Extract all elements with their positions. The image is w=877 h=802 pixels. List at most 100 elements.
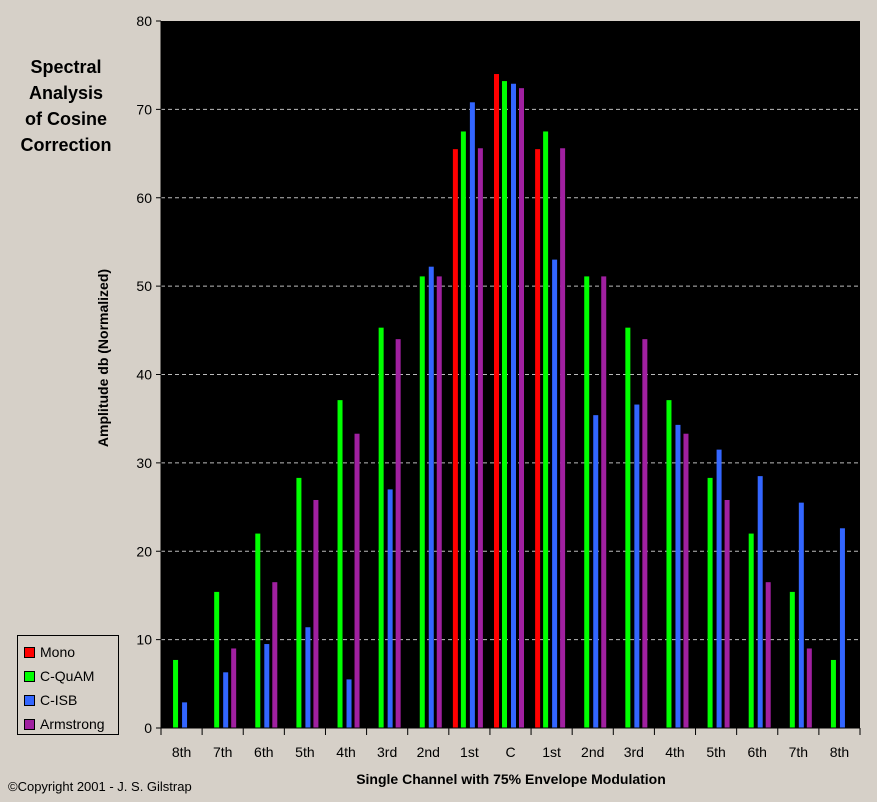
bar-c-isb — [469, 102, 475, 729]
x-axis-ticks: 8th 7th 6th 5th 4th 3rd 2nd 1st C 1st 2nd 3rd 4th 5th… — [160, 727, 861, 760]
chart-title-line: Spectral — [30, 57, 102, 77]
x-tick-label: 4th — [336, 744, 355, 760]
legend-item: C-ISB — [24, 688, 118, 712]
plot-area — [161, 21, 860, 728]
x-tick-label: 5th — [295, 744, 314, 760]
legend-item: C-QuAM — [24, 664, 118, 688]
x-tick-label: 1st — [542, 744, 561, 760]
bar-c-isb — [428, 266, 434, 728]
x-tick-label: 6th — [254, 744, 273, 760]
x-tick-label: 8th — [830, 744, 849, 760]
bar-c-quam — [255, 533, 261, 728]
bar-armstrong — [395, 339, 401, 728]
bar-c-isb — [182, 702, 188, 728]
y-tick-label: 40 — [136, 367, 152, 383]
bar-armstrong — [231, 648, 237, 728]
x-tick-label: 3rd — [624, 744, 644, 760]
x-tick-label: 2nd — [417, 744, 440, 760]
bar-c-isb — [387, 489, 393, 728]
bar-c-quam — [748, 533, 754, 728]
bar-c-quam — [625, 327, 631, 728]
legend-item: Armstrong — [24, 712, 118, 736]
legend-swatch — [24, 670, 35, 682]
legend-label: Mono — [40, 644, 76, 660]
bar-c-isb — [757, 476, 763, 728]
bar-c-isb — [223, 672, 229, 728]
legend-label: Armstrong — [40, 716, 105, 732]
copyright-text: ©Copyright 2001 - J. S. Gilstrap — [8, 779, 192, 794]
x-tick-label: C — [505, 744, 515, 760]
chart-title-line: of Cosine — [24, 109, 107, 129]
grid-lines — [161, 108, 860, 641]
bar-c-isb — [552, 259, 558, 728]
chart-title: Spectral Analysis of Cosine Correction — [8, 54, 124, 158]
x-tick-label: 3rd — [377, 744, 397, 760]
bar-c-quam — [707, 477, 713, 728]
bar-c-quam — [378, 327, 384, 728]
y-tick-label: 80 — [136, 13, 152, 29]
bar-c-isb — [716, 449, 722, 728]
bar-c-quam — [543, 131, 549, 728]
y-tick-label: 10 — [136, 632, 152, 648]
y-tick-label: 20 — [136, 543, 152, 559]
legend-swatch — [24, 646, 35, 658]
x-tick-label: 4th — [665, 744, 684, 760]
bar-armstrong — [519, 88, 524, 729]
bar-c-quam — [173, 659, 179, 728]
bar-c-isb — [593, 415, 599, 728]
legend-swatch — [24, 718, 35, 730]
bar-armstrong — [354, 433, 360, 728]
x-tick-label: 8th — [172, 744, 191, 760]
bar-c-isb — [511, 83, 516, 729]
bar-c-quam — [666, 400, 672, 728]
legend-item: Mono — [24, 640, 118, 664]
bar-c-quam — [460, 131, 466, 728]
chart-title-line: Analysis — [28, 83, 104, 103]
bar-armstrong — [683, 433, 689, 728]
bars — [173, 74, 845, 729]
bar-armstrong — [272, 582, 278, 728]
bar-mono — [494, 74, 499, 728]
y-tick-label: 30 — [136, 455, 152, 471]
x-tick-label: 6th — [747, 744, 766, 760]
x-tick-label: 2nd — [581, 744, 604, 760]
bar-c-isb — [264, 644, 270, 728]
x-tick-label: 1st — [460, 744, 479, 760]
bar-armstrong — [806, 648, 812, 728]
y-axis-ticks: 0 10 20 30 40 50 60 70 80 — [136, 13, 162, 736]
bar-c-isb — [675, 424, 681, 728]
bar-armstrong — [601, 276, 607, 728]
legend-label: C-ISB — [40, 692, 78, 708]
bar-armstrong — [765, 582, 771, 728]
y-tick-label: 70 — [136, 101, 152, 117]
bar-c-isb — [634, 404, 640, 728]
bar-c-quam — [337, 400, 343, 728]
bar-c-quam — [296, 477, 302, 728]
bar-c-quam — [830, 659, 836, 728]
legend: Mono C-QuAM C-ISB Armstrong — [17, 635, 119, 735]
bar-c-quam — [502, 81, 507, 729]
bar-c-isb — [839, 528, 845, 728]
bar-armstrong — [560, 148, 566, 728]
y-tick-label: 60 — [136, 190, 152, 206]
bar-c-isb — [305, 627, 311, 728]
bar-armstrong — [724, 499, 730, 728]
bar-c-quam — [584, 276, 590, 728]
bar-c-isb — [346, 679, 352, 728]
legend-swatch — [24, 694, 35, 706]
bar-c-quam — [419, 276, 425, 728]
bar-armstrong — [642, 339, 648, 728]
y-axis-label: Amplitude db (Normalized) — [95, 269, 111, 447]
x-tick-label: 5th — [706, 744, 725, 760]
y-tick-label: 50 — [136, 278, 152, 294]
x-tick-label: 7th — [213, 744, 232, 760]
bar-mono — [535, 149, 541, 729]
x-axis-label: Single Channel with 75% Envelope Modulat… — [356, 771, 666, 787]
bar-mono — [452, 149, 458, 729]
legend-label: C-QuAM — [40, 668, 95, 684]
bar-armstrong — [313, 499, 319, 728]
bar-c-quam — [789, 591, 795, 728]
x-tick-label: 7th — [789, 744, 808, 760]
bar-armstrong — [477, 148, 483, 728]
